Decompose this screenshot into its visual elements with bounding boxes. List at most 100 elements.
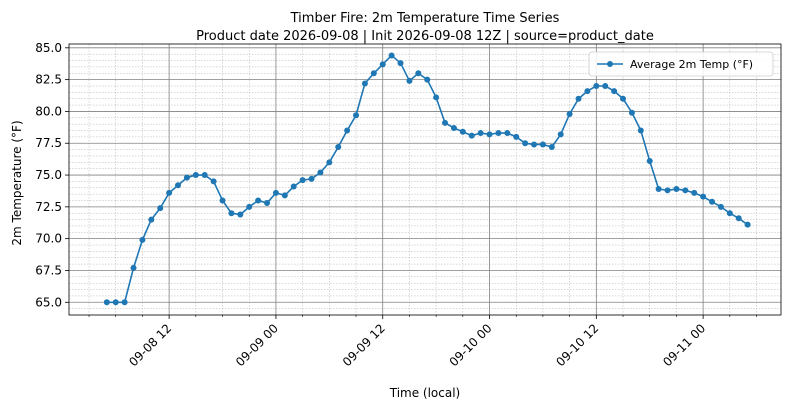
data-point	[673, 186, 680, 193]
data-point	[246, 203, 253, 210]
y-axis: 65.0 67.5 70.0 72.5 75.0 77.5 80.0 82.5 85.0	[35, 41, 69, 309]
data-point	[442, 119, 449, 126]
y-tick-label: 67.5	[35, 263, 62, 277]
data-point	[121, 299, 128, 306]
data-point	[299, 177, 306, 184]
data-point	[157, 205, 164, 212]
data-point	[584, 88, 591, 95]
x-axis-label: Time (local)	[389, 386, 461, 400]
data-point	[353, 112, 360, 119]
data-point	[628, 109, 635, 116]
data-point	[237, 211, 244, 218]
data-point	[531, 141, 538, 148]
legend-label: Average 2m Temp (°F)	[630, 58, 753, 71]
data-point	[219, 197, 226, 204]
data-point	[415, 70, 422, 77]
y-tick-label: 77.5	[35, 136, 62, 150]
x-axis: 09-08 12 09-09 00 09-09 12 09-10 00 09-10 12…	[88, 315, 757, 369]
data-point	[513, 133, 520, 140]
data-point	[637, 127, 644, 134]
data-point	[103, 299, 110, 306]
plot-frame	[68, 43, 782, 316]
data-point	[272, 189, 279, 196]
data-point	[655, 186, 662, 193]
data-point	[709, 198, 716, 205]
data-point	[486, 131, 493, 138]
data-point	[620, 95, 627, 102]
data-point	[397, 60, 404, 67]
data-point	[557, 131, 564, 138]
data-point	[166, 189, 173, 196]
data-point	[682, 187, 689, 194]
legend-box	[588, 51, 774, 77]
legend: Average 2m Temp (°F)	[588, 51, 774, 77]
data-point	[388, 52, 395, 59]
data-point	[744, 221, 751, 228]
data-point	[468, 132, 475, 139]
y-tick-label: 82.5	[35, 73, 62, 87]
y-tick-label: 85.0	[35, 41, 62, 55]
data-point	[717, 203, 724, 210]
data-point	[602, 82, 609, 89]
grid	[69, 44, 781, 316]
data-point	[255, 197, 262, 204]
data-point	[112, 299, 119, 306]
data-point	[210, 178, 217, 185]
data-point	[433, 94, 440, 101]
data-point	[228, 210, 235, 217]
data-point	[691, 189, 698, 196]
data-point	[424, 76, 431, 83]
y-axis-label: 2m Temperature (°F)	[10, 120, 24, 245]
data-point	[522, 140, 529, 147]
x-tick-label: 09-09 12	[340, 321, 388, 369]
x-tick-label: 09-10 12	[553, 321, 601, 369]
legend-marker	[607, 61, 613, 67]
data-point	[183, 174, 190, 181]
data-point	[495, 130, 502, 137]
data-point	[646, 158, 653, 165]
chart-title: Timber Fire: 2m Temperature Time Series	[290, 11, 560, 26]
data-point	[201, 172, 208, 179]
data-point	[726, 210, 733, 217]
data-point	[308, 175, 315, 182]
data-point	[379, 61, 386, 68]
data-point	[406, 77, 413, 84]
data-point	[192, 172, 199, 179]
y-tick-label: 80.0	[35, 104, 62, 118]
x-tick-label: 09-10 00	[447, 321, 495, 369]
y-tick-label: 70.0	[35, 232, 62, 246]
data-point	[735, 215, 742, 222]
data-point	[370, 70, 377, 77]
y-tick-label: 72.5	[35, 200, 62, 214]
y-tick-label: 75.0	[35, 168, 62, 182]
data-point	[281, 192, 288, 199]
data-point	[593, 82, 600, 89]
data-point	[175, 182, 182, 189]
data-point	[264, 200, 271, 207]
series-layer	[103, 52, 751, 306]
data-point	[700, 193, 707, 200]
data-point	[566, 110, 573, 117]
data-point	[361, 80, 368, 87]
data-point	[477, 130, 484, 137]
x-tick-label: 09-09 00	[233, 321, 281, 369]
data-point	[575, 95, 582, 102]
data-point	[130, 264, 137, 271]
data-point	[450, 124, 457, 131]
data-point	[664, 187, 671, 194]
data-point	[539, 141, 546, 148]
y-tick-label: 65.0	[35, 295, 62, 309]
data-point	[148, 216, 155, 223]
data-point	[611, 88, 618, 95]
data-point	[326, 159, 333, 166]
x-tick-label: 09-11 00	[660, 321, 708, 369]
chart-subtitle: Product date 2026-09-08 | Init 2026-09-0…	[196, 29, 654, 44]
data-point	[548, 144, 555, 151]
data-point	[504, 130, 511, 137]
data-point	[335, 144, 342, 151]
data-point	[139, 236, 146, 243]
x-tick-label: 09-08 12	[126, 321, 174, 369]
data-point	[459, 128, 466, 135]
data-point	[317, 169, 324, 176]
